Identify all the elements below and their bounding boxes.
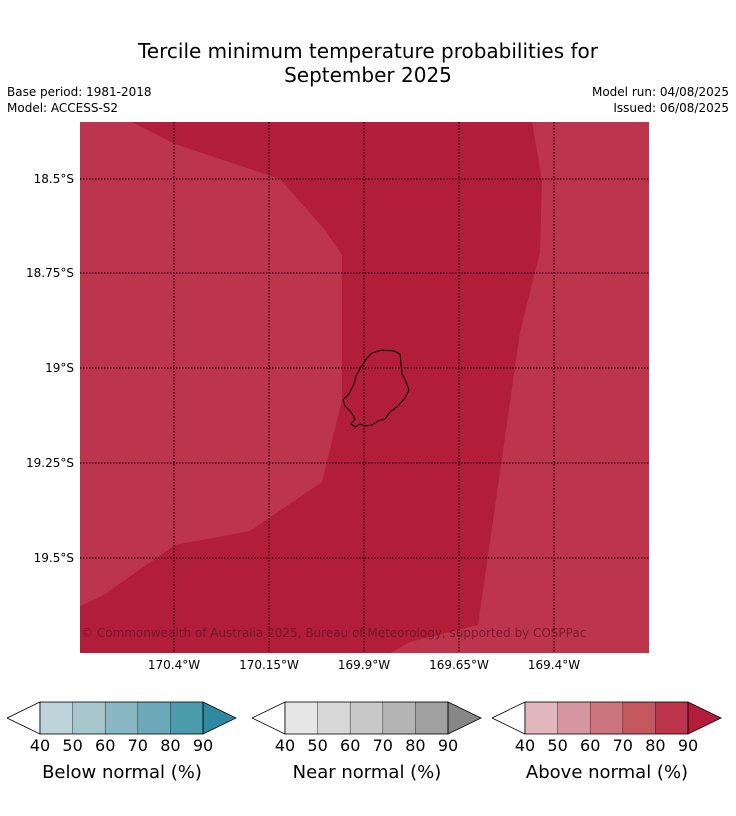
above-80-east-zone	[390, 122, 649, 653]
lon-label: 169.4°W	[527, 658, 581, 672]
colorbar-tick-label: 40	[514, 736, 536, 755]
colorbar-swatch	[655, 702, 688, 734]
colorbar-swatch	[137, 702, 171, 734]
colorbar-swatch	[415, 702, 448, 734]
colorbar-tick-label: 70	[127, 736, 148, 755]
colorbar-swatch	[72, 702, 106, 734]
graticule	[80, 122, 649, 653]
colorbar-tick-label: 80	[645, 736, 666, 755]
colorbar-swatch	[382, 702, 416, 734]
colorbar-swatch	[105, 702, 138, 734]
colorbar-near	[251, 700, 482, 740]
colorbar-tick-label: 90	[677, 736, 699, 755]
meta-right: Model run: 04/08/2025 Issued: 06/08/2025	[592, 84, 729, 116]
colorbar-tick-label: 50	[62, 736, 83, 755]
colorbar-swatch	[317, 702, 351, 734]
colorbar-below	[6, 700, 237, 740]
lat-label: 18.5°S	[33, 172, 74, 186]
colorbar-tick-label: 70	[612, 736, 633, 755]
lon-label: 170.15°W	[239, 658, 299, 672]
meta-left: Base period: 1981-2018 Model: ACCESS-S2	[7, 84, 152, 116]
colorbar-swatch	[590, 702, 623, 734]
colorbar-tick-label: 40	[29, 736, 51, 755]
colorbar-outline	[284, 701, 449, 735]
colorbar-extend-high	[202, 701, 237, 735]
colorbar-extend-low	[491, 701, 526, 735]
colorbar-swatch	[170, 702, 203, 734]
colorbar-tick-label: 60	[95, 736, 116, 755]
colorbar-swatch	[557, 702, 591, 734]
colorbar-tick-label: 70	[372, 736, 393, 755]
colorbar-extend-low	[251, 701, 286, 735]
colorbar-near-label: Near normal (%)	[292, 762, 442, 783]
colorbar-extend-high	[447, 701, 482, 735]
colorbar-outline	[524, 701, 689, 735]
title-line-2: September 2025	[284, 63, 452, 87]
lon-label: 170.4°W	[147, 658, 201, 672]
issued-date: Issued: 06/08/2025	[613, 101, 729, 115]
colorbar-tick-label: 40	[274, 736, 296, 755]
lat-label: 18.75°S	[26, 266, 74, 280]
base-period: Base period: 1981-2018	[7, 85, 152, 99]
lat-label: 19.25°S	[26, 456, 74, 470]
colorbar-extend-high	[687, 701, 722, 735]
colorbar-outline	[39, 701, 204, 735]
title-line-1: Tercile minimum temperature probabilitie…	[137, 39, 599, 63]
colorbar-above-ticks: 40 50 60 70 80 90	[492, 736, 722, 756]
map-panel	[80, 122, 649, 653]
colorbar-swatch	[525, 702, 558, 734]
colorbar-tick-label: 50	[307, 736, 328, 755]
attribution-text: © Commonwealth of Australia 2025, Bureau…	[81, 626, 587, 640]
colorbar-swatch	[40, 702, 73, 734]
colorbar-swatch	[622, 702, 656, 734]
colorbar-tick-label: 90	[437, 736, 459, 755]
lat-label: 19.5°S	[33, 551, 74, 565]
colorbar-tick-label: 50	[547, 736, 568, 755]
lat-label: 19°S	[45, 361, 74, 375]
niue-coastline	[342, 349, 410, 428]
colorbar-above-swatches	[491, 701, 722, 735]
above-80-west-zone	[80, 122, 342, 606]
model-run: Model run: 04/08/2025	[591, 85, 729, 99]
colorbar-tick-label: 60	[340, 736, 361, 755]
colorbar-below-swatches	[6, 701, 237, 735]
colorbar-tick-label: 80	[160, 736, 181, 755]
colorbar-below-ticks: 40 50 60 70 80 90	[7, 736, 237, 756]
map-title: Tercile minimum temperature probabilitie…	[0, 39, 736, 87]
lon-label: 169.65°W	[429, 658, 489, 672]
colorbar-tick-label: 90	[192, 736, 214, 755]
colorbar-swatch	[350, 702, 383, 734]
map-svg	[80, 122, 649, 653]
colorbar-near-ticks: 40 50 60 70 80 90	[252, 736, 482, 756]
colorbar-below-label: Below normal (%)	[42, 762, 202, 783]
lon-label: 169.9°W	[337, 658, 391, 672]
colorbar-swatch	[285, 702, 318, 734]
colorbar-near-swatches	[251, 701, 482, 735]
colorbar-above	[491, 700, 722, 740]
model-name: Model: ACCESS-S2	[7, 101, 119, 115]
colorbar-tick-label: 80	[405, 736, 426, 755]
colorbar-extend-low	[6, 701, 41, 735]
colorbar-above-label: Above normal (%)	[525, 762, 689, 783]
colorbar-tick-label: 60	[580, 736, 601, 755]
